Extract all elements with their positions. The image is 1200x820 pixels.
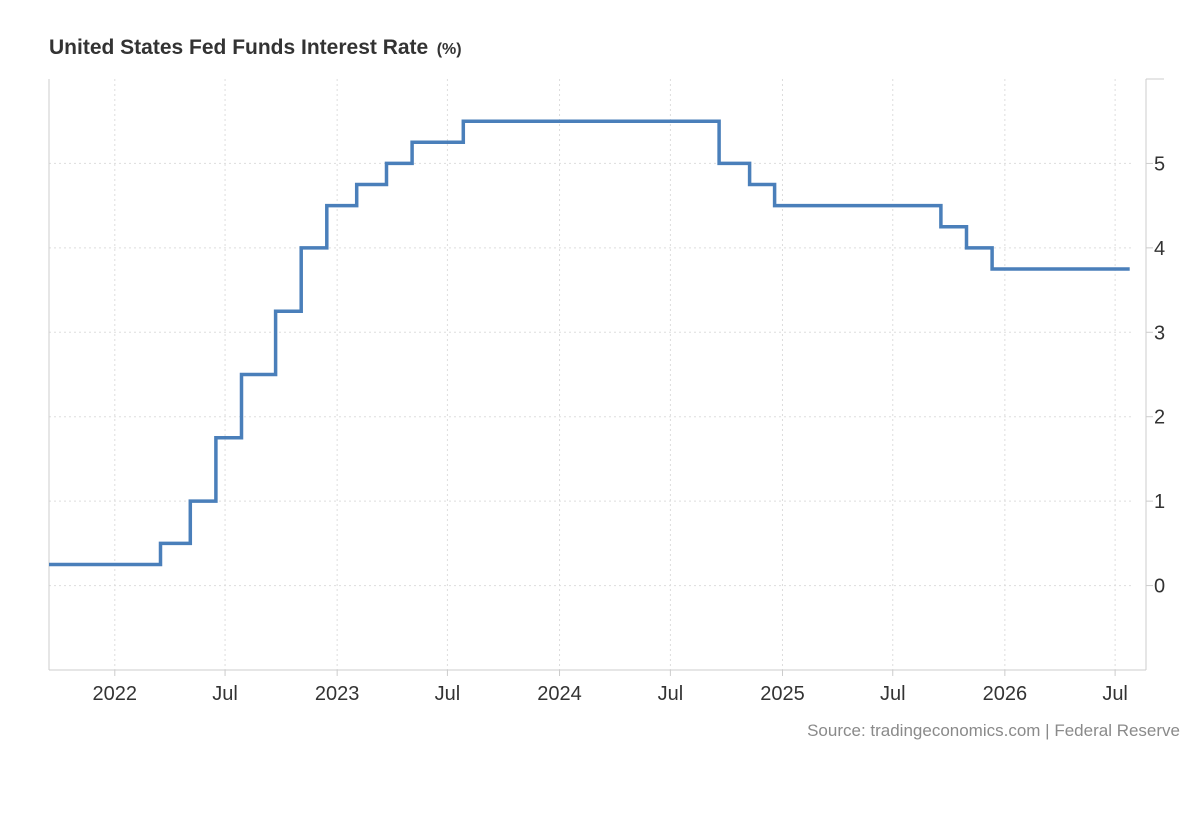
y-tick-label: 3	[1154, 322, 1165, 344]
y-tick-label: 5	[1154, 153, 1165, 175]
y-tick-label: 1	[1154, 491, 1165, 513]
x-tick-label: Jul	[658, 683, 684, 705]
chart-unit-text: (%)	[436, 41, 462, 58]
series-line	[49, 119, 1130, 567]
chart-title: United States Fed Funds Interest Rate (%…	[49, 36, 462, 60]
x-tick-label: Jul	[1102, 683, 1128, 705]
y-tick-label: 2	[1154, 407, 1165, 429]
y-tick-label: 0	[1154, 576, 1165, 598]
source-text: Source: tradingeconomics.com | Federal R…	[807, 721, 1180, 740]
x-tick-label: 2022	[93, 683, 138, 705]
x-tick-label: 2023	[315, 683, 360, 705]
x-tick-label: 2024	[537, 683, 582, 705]
chart-title-text: United States Fed Funds Interest Rate	[49, 36, 429, 59]
x-tick-label: 2026	[983, 683, 1028, 705]
y-tick-label: 4	[1154, 238, 1165, 260]
x-tick-label: Jul	[212, 683, 238, 705]
x-tick-label: Jul	[880, 683, 906, 705]
x-tick-label: Jul	[435, 683, 461, 705]
x-tick-label: 2025	[760, 683, 805, 705]
